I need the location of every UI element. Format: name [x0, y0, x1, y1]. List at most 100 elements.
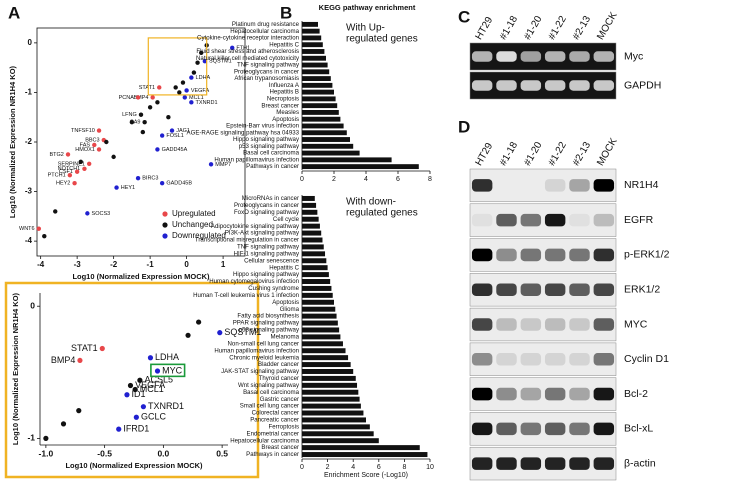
row-label: Bcl-xL [624, 423, 653, 435]
band [544, 283, 566, 296]
y-tick-label: -2 [25, 137, 33, 146]
category-label: Cytokine-cytokine receptor interaction [197, 35, 299, 42]
point-label: CSF1 [59, 169, 73, 175]
lane-label: #2-13 [571, 140, 594, 168]
y-tick-label: -4 [25, 236, 33, 245]
band [520, 213, 542, 227]
band [471, 179, 493, 192]
category-label: Natural killer cell mediated cytotoxicit… [196, 55, 300, 62]
bar [302, 285, 332, 291]
data-point [76, 408, 82, 414]
legend-marker [162, 222, 168, 228]
bar [302, 251, 326, 257]
bar [302, 375, 356, 381]
x-tick-label: -4 [37, 260, 45, 269]
data-point [60, 421, 67, 427]
data-point [135, 95, 141, 100]
bar [302, 209, 318, 215]
point-label: TNFSF10 [71, 128, 95, 134]
category-label: Proteoglycans in cancer [234, 202, 299, 209]
data-point [157, 85, 162, 90]
x-axis-label: Enrichment Score (-Log10) [324, 472, 408, 479]
category-label: Melanoma [271, 333, 300, 340]
band [569, 51, 590, 62]
data-point [99, 345, 105, 352]
band [593, 387, 615, 401]
row-label: MYC [624, 318, 648, 330]
bar [302, 320, 338, 326]
category-label: Fluid shear stress and atherosclerosis [196, 48, 299, 55]
bar [302, 355, 349, 361]
point-label: VEGFA [191, 88, 210, 94]
data-point [82, 166, 87, 171]
band [593, 248, 615, 262]
data-point [217, 330, 223, 336]
band [569, 80, 590, 91]
data-point [189, 100, 194, 105]
x-tick-label: 2 [326, 464, 330, 471]
band [569, 457, 590, 470]
category-label: Pathways in cancer [246, 451, 299, 458]
bar [302, 202, 317, 208]
category-label: Breast cancer [261, 102, 299, 109]
category-label: JAK-STAT signaling pathway [221, 368, 300, 375]
bar [302, 49, 325, 54]
row-label: GAPDH [624, 79, 661, 91]
bar [302, 123, 344, 129]
bar [302, 452, 428, 458]
band [593, 51, 615, 62]
legend-marker [162, 211, 168, 217]
band [520, 283, 542, 296]
point-label: STAT1 [139, 85, 155, 91]
annotation: regulated genes [346, 34, 418, 45]
band [593, 179, 615, 192]
point-label: GADD45A [162, 147, 188, 153]
data-point [65, 152, 71, 157]
band [496, 422, 517, 436]
data-point [138, 112, 144, 117]
x-axis-label: Log10 (Normalized Expression MOCK) [65, 461, 203, 470]
category-label: Hippo signaling pathway [233, 271, 300, 278]
data-point [177, 90, 182, 95]
data-point [155, 100, 160, 105]
legend-label: Unchanged [172, 220, 213, 229]
data-point [42, 233, 47, 239]
lane-label: #1-22 [547, 14, 570, 42]
category-label: Pathways in cancer [246, 163, 299, 170]
band [569, 213, 590, 227]
band [544, 248, 566, 262]
bar [302, 417, 366, 423]
category-label: Basal cell carcinoma [243, 389, 299, 396]
band [496, 387, 517, 401]
band [544, 353, 566, 366]
bar [302, 62, 328, 68]
band [569, 422, 590, 436]
data-point [154, 368, 161, 374]
x-tick-label: 6 [377, 464, 381, 471]
point-label: FTH1 [236, 45, 250, 51]
category-label: Transcriptional misregulation in cancer [195, 237, 299, 244]
row-label: ERK1/2 [624, 284, 660, 296]
data-point [96, 128, 102, 133]
band [471, 283, 493, 296]
zoom-region [147, 37, 208, 96]
category-label: Cellular senescence [244, 257, 299, 264]
point-label: WNT6 [19, 226, 35, 232]
bar [302, 258, 327, 264]
bar [302, 195, 315, 201]
data-point [124, 392, 130, 398]
category-label: TNF signaling pathway [237, 244, 300, 251]
category-label: HIF-1 signaling pathway [234, 250, 300, 257]
data-point [185, 332, 191, 338]
bar [302, 362, 351, 368]
category-label: Thyroid cancer [259, 375, 299, 382]
band [471, 213, 493, 227]
band [496, 457, 517, 470]
point-label: SOCS3 [92, 211, 111, 217]
bar [302, 445, 420, 451]
bar [302, 143, 354, 149]
row-label: EGFR [624, 214, 654, 226]
y-tick-label: -3 [25, 187, 33, 196]
data-point [230, 45, 235, 51]
